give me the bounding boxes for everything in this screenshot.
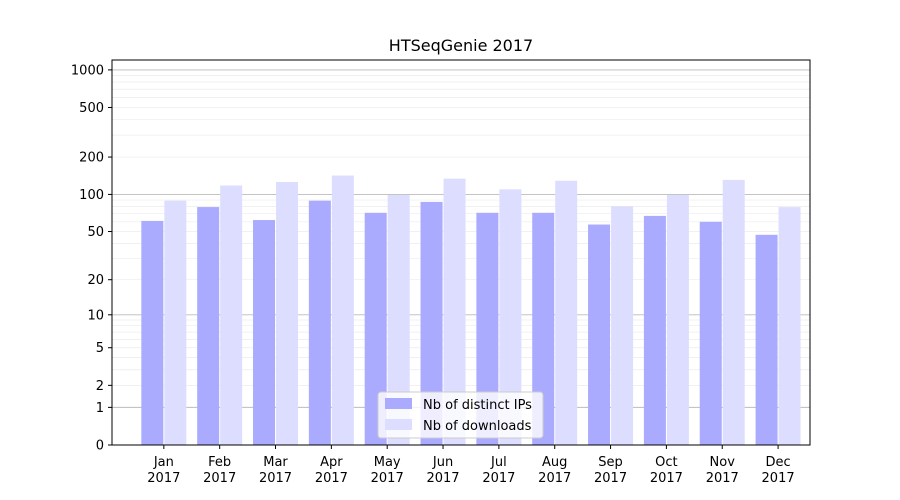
bar-distinct-ips xyxy=(141,220,164,445)
legend-label-ips: Nb of distinct IPs xyxy=(423,398,532,413)
x-tick-label-month: Dec xyxy=(766,455,791,470)
bar-distinct-ips xyxy=(532,212,555,445)
bar-downloads xyxy=(722,179,745,445)
bar-distinct-ips xyxy=(420,201,443,445)
x-tick-label-year: 2017 xyxy=(371,471,404,486)
x-tick-label-year: 2017 xyxy=(426,471,459,486)
y-tick-label: 20 xyxy=(87,273,104,288)
x-tick-label-year: 2017 xyxy=(762,471,795,486)
plot-frame xyxy=(111,59,811,446)
x-tick-label-year: 2017 xyxy=(259,471,292,486)
y-tick-label: 1 xyxy=(96,401,104,416)
bar-downloads xyxy=(499,189,522,445)
x-tick-label-month: Feb xyxy=(208,455,231,470)
bar-downloads xyxy=(331,175,354,445)
x-tick-label-month: Jun xyxy=(432,455,453,470)
bar-distinct-ips xyxy=(588,224,611,445)
x-tick-label-month: Mar xyxy=(263,455,288,470)
bar-distinct-ips xyxy=(308,200,331,445)
bar-distinct-ips xyxy=(253,220,276,445)
legend: Nb of distinct IPs Nb of downloads xyxy=(377,391,544,439)
bar-downloads xyxy=(666,194,689,445)
bar-downloads xyxy=(276,181,299,445)
bar-downloads xyxy=(220,185,243,445)
x-tick-label-year: 2017 xyxy=(147,471,180,486)
bar-distinct-ips xyxy=(364,212,387,445)
x-tick-label-year: 2017 xyxy=(706,471,739,486)
legend-label-downloads: Nb of downloads xyxy=(423,419,532,434)
x-tick-label-year: 2017 xyxy=(315,471,348,486)
x-axis: Jan2017Feb2017Mar2017Apr2017May2017Jun20… xyxy=(147,445,795,486)
x-tick-label-month: Jan xyxy=(153,455,174,470)
bar-distinct-ips xyxy=(197,207,220,445)
bar-distinct-ips xyxy=(643,215,666,445)
bar-downloads xyxy=(555,180,578,445)
bar-distinct-ips xyxy=(699,221,722,445)
x-tick-label-month: Aug xyxy=(542,455,567,470)
y-tick-label: 0 xyxy=(96,439,104,454)
y-tick-label: 2 xyxy=(96,379,104,394)
x-tick-label-month: Apr xyxy=(320,455,343,470)
legend-swatch-ips xyxy=(385,398,412,409)
y-tick-label: 5 xyxy=(96,341,104,356)
bar-distinct-ips xyxy=(755,234,778,445)
bar-downloads xyxy=(778,207,801,445)
y-tick-label: 200 xyxy=(79,151,104,166)
legend-swatch-downloads xyxy=(385,419,412,430)
x-tick-label-year: 2017 xyxy=(650,471,683,486)
x-tick-label-month: Oct xyxy=(655,455,677,470)
bars xyxy=(141,175,801,445)
x-tick-label-year: 2017 xyxy=(482,471,515,486)
bar-downloads xyxy=(443,178,466,445)
y-tick-label: 500 xyxy=(79,101,104,116)
x-tick-label-month: Sep xyxy=(598,455,623,470)
legend-box xyxy=(377,391,544,439)
x-tick-label-month: Jul xyxy=(490,455,507,470)
bar-downloads xyxy=(611,206,634,445)
chart-title: HTSeqGenie 2017 xyxy=(389,36,533,55)
x-tick-label-year: 2017 xyxy=(203,471,236,486)
x-tick-label-year: 2017 xyxy=(594,471,627,486)
y-axis: 0 1 2 5 10 20 50 100 200 500 1000 xyxy=(71,63,112,454)
bar-downloads xyxy=(164,200,187,445)
y-tick-label: 100 xyxy=(79,188,104,203)
x-tick-label-month: Nov xyxy=(710,455,736,470)
y-tick-label: 1000 xyxy=(71,63,104,78)
x-tick-label-month: May xyxy=(374,455,401,470)
x-tick-label-year: 2017 xyxy=(538,471,571,486)
bar-downloads xyxy=(387,194,410,445)
y-tick-label: 10 xyxy=(87,308,104,323)
y-tick-label: 50 xyxy=(87,225,104,240)
bar-distinct-ips xyxy=(476,212,499,445)
